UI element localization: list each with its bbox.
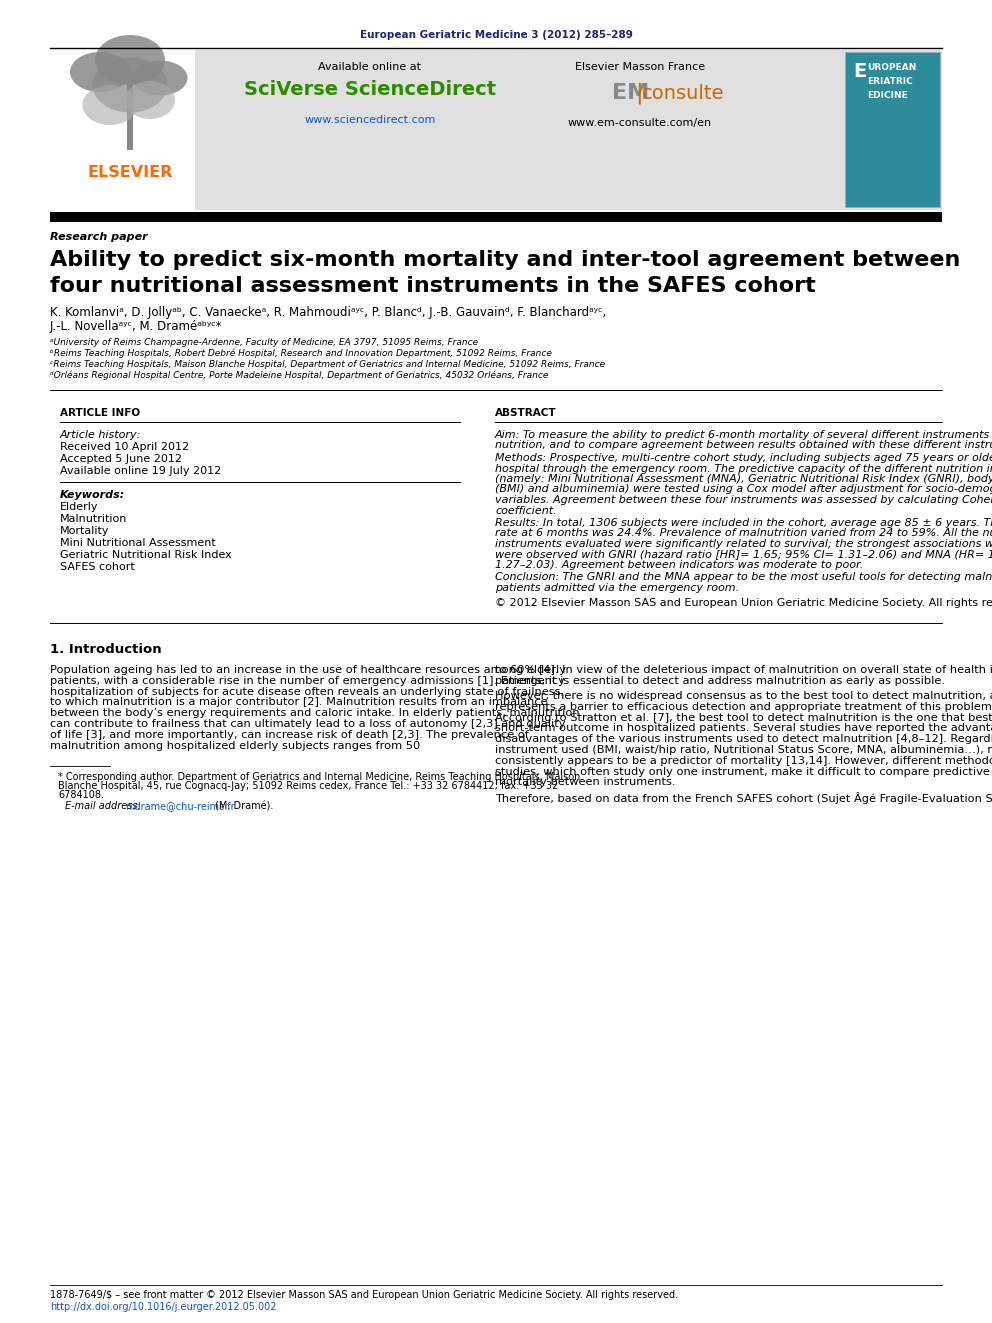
Text: ᵇReims Teaching Hospitals, Robert Debré Hospital, Research and Innovation Depart: ᵇReims Teaching Hospitals, Robert Debré … bbox=[50, 349, 552, 359]
Text: to which malnutrition is a major contributor [2]. Malnutrition results from an i: to which malnutrition is a major contrib… bbox=[50, 697, 548, 708]
Text: E-mail address:: E-mail address: bbox=[65, 802, 141, 811]
Ellipse shape bbox=[92, 57, 168, 112]
Text: Available online 19 July 2012: Available online 19 July 2012 bbox=[60, 466, 221, 476]
Text: (M. Dramé).: (M. Dramé). bbox=[215, 802, 274, 811]
Text: EDICINE: EDICINE bbox=[867, 91, 908, 101]
Text: Elsevier Masson France: Elsevier Masson France bbox=[575, 62, 705, 71]
Text: Keywords:: Keywords: bbox=[60, 490, 125, 500]
Text: to 60% [4]. In view of the deleterious impact of malnutrition on overall state o: to 60% [4]. In view of the deleterious i… bbox=[495, 665, 992, 675]
Text: patients, it is essential to detect and address malnutrition as early as possibl: patients, it is essential to detect and … bbox=[495, 676, 945, 685]
Text: Ability to predict six-month mortality and inter-tool agreement between: Ability to predict six-month mortality a… bbox=[50, 250, 960, 270]
Text: Aim: To measure the ability to predict 6-month mortality of several different in: Aim: To measure the ability to predict 6… bbox=[495, 430, 992, 441]
Text: malnutrition among hospitalized elderly subjects ranges from 50: malnutrition among hospitalized elderly … bbox=[50, 741, 421, 750]
Text: Population ageing has led to an increase in the use of healthcare resources amon: Population ageing has led to an increase… bbox=[50, 665, 566, 675]
Text: rate at 6 months was 24.4%. Prevalence of malnutrition varied from 24 to 59%. Al: rate at 6 months was 24.4%. Prevalence o… bbox=[495, 528, 992, 538]
Text: were observed with GNRI (hazard ratio [HR]= 1.65; 95% CI= 1.31–2.06) and MNA (HR: were observed with GNRI (hazard ratio [H… bbox=[495, 549, 992, 560]
Text: coefficient.: coefficient. bbox=[495, 505, 557, 516]
Text: 1.27–2.03). Agreement between indicators was moderate to poor.: 1.27–2.03). Agreement between indicators… bbox=[495, 560, 863, 570]
Text: ᵃUniversity of Reims Champagne-Ardenne, Faculty of Medicine, EA 3797, 51095 Reim: ᵃUniversity of Reims Champagne-Ardenne, … bbox=[50, 337, 478, 347]
Text: ABSTRACT: ABSTRACT bbox=[495, 407, 557, 418]
Text: Geriatric Nutritional Risk Index: Geriatric Nutritional Risk Index bbox=[60, 550, 232, 560]
Text: 1. Introduction: 1. Introduction bbox=[50, 643, 162, 656]
Text: patients admitted via the emergency room.: patients admitted via the emergency room… bbox=[495, 583, 739, 593]
Bar bbox=[127, 70, 133, 149]
Text: studies, which often study only one instrument, make it difficult to compare pre: studies, which often study only one inst… bbox=[495, 766, 992, 777]
Text: © 2012 Elsevier Masson SAS and European Union Geriatric Medicine Society. All ri: © 2012 Elsevier Masson SAS and European … bbox=[495, 598, 992, 607]
FancyBboxPatch shape bbox=[845, 52, 940, 206]
Ellipse shape bbox=[125, 81, 175, 119]
Text: (BMI) and albuminemia) were tested using a Cox model after adjustment for socio-: (BMI) and albuminemia) were tested using… bbox=[495, 484, 992, 495]
Text: Therefore, based on data from the French SAFES cohort (Sujet Âgé Fragile-Evaluat: Therefore, based on data from the French… bbox=[495, 792, 992, 804]
Text: ARTICLE INFO: ARTICLE INFO bbox=[60, 407, 140, 418]
Text: hospitalization of subjects for acute disease often reveals an underlying state : hospitalization of subjects for acute di… bbox=[50, 687, 564, 697]
FancyBboxPatch shape bbox=[50, 212, 942, 222]
Text: instruments evaluated were significantly related to survival; the strongest asso: instruments evaluated were significantly… bbox=[495, 538, 992, 549]
Text: ᶜReims Teaching Hospitals, Maison Blanche Hospital, Department of Geriatrics and: ᶜReims Teaching Hospitals, Maison Blanch… bbox=[50, 360, 605, 369]
Text: Elderly: Elderly bbox=[60, 501, 98, 512]
Text: represents a barrier to efficacious detection and appropriate treatment of this : represents a barrier to efficacious dete… bbox=[495, 701, 992, 712]
Text: Available online at: Available online at bbox=[318, 62, 422, 71]
Text: hospital through the emergency room. The predictive capacity of the different nu: hospital through the emergency room. The… bbox=[495, 463, 992, 474]
Text: SciVerse ScienceDirect: SciVerse ScienceDirect bbox=[244, 79, 496, 99]
Text: UROPEAN: UROPEAN bbox=[867, 64, 917, 71]
Text: of life [3], and more importantly, can increase risk of death [2,3]. The prevale: of life [3], and more importantly, can i… bbox=[50, 730, 529, 740]
Text: www.em-consulte.com/en: www.em-consulte.com/en bbox=[568, 118, 712, 128]
Text: Blanche Hospital, 45, rue Cognacq-Jay; 51092 Reims cedex, France Tel.: +33 32 67: Blanche Hospital, 45, rue Cognacq-Jay; 5… bbox=[58, 782, 558, 791]
Text: mortality between instruments.: mortality between instruments. bbox=[495, 778, 676, 787]
Text: K. Komlanviᵃ, D. Jollyᵃᵇ, C. Vanaeckeᵃ, R. Mahmoudiᵃʸᶜ, P. Blancᵈ, J.-B. Gauvain: K. Komlanviᵃ, D. Jollyᵃᵇ, C. Vanaeckeᵃ, … bbox=[50, 306, 606, 319]
Text: Mortality: Mortality bbox=[60, 527, 109, 536]
Text: consulte: consulte bbox=[642, 83, 724, 103]
Text: http://dx.doi.org/10.1016/j.eurger.2012.05.002: http://dx.doi.org/10.1016/j.eurger.2012.… bbox=[50, 1302, 277, 1312]
Ellipse shape bbox=[133, 61, 187, 95]
Text: between the body’s energy requirements and caloric intake. In elderly patients, : between the body’s energy requirements a… bbox=[50, 708, 579, 718]
Text: mdrame@chu-reims.fr: mdrame@chu-reims.fr bbox=[125, 802, 235, 811]
Text: ELSEVIER: ELSEVIER bbox=[87, 165, 173, 180]
Text: Malnutrition: Malnutrition bbox=[60, 515, 127, 524]
Text: * Corresponding author. Department of Geriatrics and Internal Medicine, Reims Te: * Corresponding author. Department of Ge… bbox=[58, 773, 580, 782]
Text: Mini Nutritional Assessment: Mini Nutritional Assessment bbox=[60, 538, 215, 548]
Text: Results: In total, 1306 subjects were included in the cohort, average age 85 ± 6: Results: In total, 1306 subjects were in… bbox=[495, 519, 992, 528]
Text: ᵈOrléans Regional Hospital Centre, Porte Madeleine Hospital, Department of Geria: ᵈOrléans Regional Hospital Centre, Porte… bbox=[50, 370, 549, 381]
Text: (namely: Mini Nutritional Assessment (MNA), Geriatric Nutritional Risk Index (GN: (namely: Mini Nutritional Assessment (MN… bbox=[495, 474, 992, 484]
FancyBboxPatch shape bbox=[195, 50, 942, 210]
Text: can contribute to frailness that can ultimately lead to a loss of autonomy [2,3]: can contribute to frailness that can ult… bbox=[50, 718, 565, 729]
Text: four nutritional assessment instruments in the SAFES cohort: four nutritional assessment instruments … bbox=[50, 277, 815, 296]
Ellipse shape bbox=[70, 52, 130, 93]
Ellipse shape bbox=[82, 85, 138, 124]
Text: Methods: Prospective, multi-centre cohort study, including subjects aged 75 year: Methods: Prospective, multi-centre cohor… bbox=[495, 452, 992, 463]
Text: instrument used (BMI, waist/hip ratio, Nutritional Status Score, MNA, albuminemi: instrument used (BMI, waist/hip ratio, N… bbox=[495, 745, 992, 755]
Text: nutrition, and to compare agreement between results obtained with these differen: nutrition, and to compare agreement betw… bbox=[495, 441, 992, 451]
Text: Received 10 April 2012: Received 10 April 2012 bbox=[60, 442, 189, 452]
Text: E: E bbox=[853, 62, 866, 81]
Text: SAFES cohort: SAFES cohort bbox=[60, 562, 135, 572]
Text: Conclusion: The GNRI and the MNA appear to be the most useful tools for detectin: Conclusion: The GNRI and the MNA appear … bbox=[495, 573, 992, 582]
Text: Accepted 5 June 2012: Accepted 5 June 2012 bbox=[60, 454, 182, 464]
Text: J.-L. Novellaᵃʸᶜ, M. Draméᵃᵇʸᶜ*: J.-L. Novellaᵃʸᶜ, M. Draméᵃᵇʸᶜ* bbox=[50, 320, 222, 333]
Text: 1878-7649/$ – see front matter © 2012 Elsevier Masson SAS and European Union Ger: 1878-7649/$ – see front matter © 2012 El… bbox=[50, 1290, 679, 1301]
Ellipse shape bbox=[95, 34, 165, 85]
Text: 6784108.: 6784108. bbox=[58, 790, 104, 800]
Text: EM: EM bbox=[612, 83, 649, 103]
Text: |: | bbox=[635, 83, 643, 105]
Text: Article history:: Article history: bbox=[60, 430, 142, 441]
Text: patients, with a considerable rise in the number of emergency admissions [1]. Em: patients, with a considerable rise in th… bbox=[50, 676, 564, 685]
Text: variables. Agreement between these four instruments was assessed by calculating : variables. Agreement between these four … bbox=[495, 495, 992, 505]
Text: Research paper: Research paper bbox=[50, 232, 148, 242]
Text: European Geriatric Medicine 3 (2012) 285–289: European Geriatric Medicine 3 (2012) 285… bbox=[359, 30, 633, 40]
Text: According to Stratton et al. [7], the best tool to detect malnutrition is the on: According to Stratton et al. [7], the be… bbox=[495, 713, 992, 722]
Text: www.sciencedirect.com: www.sciencedirect.com bbox=[305, 115, 435, 124]
Text: disadvantages of the various instruments used to detect malnutrition [4,8–12]. R: disadvantages of the various instruments… bbox=[495, 734, 992, 744]
Text: However, there is no widespread consensus as to the best tool to detect malnutri: However, there is no widespread consensu… bbox=[495, 691, 992, 701]
Text: ERIATRIC: ERIATRIC bbox=[867, 77, 913, 86]
Text: consistently appears to be a predictor of mortality [13,14]. However, different : consistently appears to be a predictor o… bbox=[495, 755, 992, 766]
Text: short-term outcome in hospitalized patients. Several studies have reported the a: short-term outcome in hospitalized patie… bbox=[495, 724, 992, 733]
